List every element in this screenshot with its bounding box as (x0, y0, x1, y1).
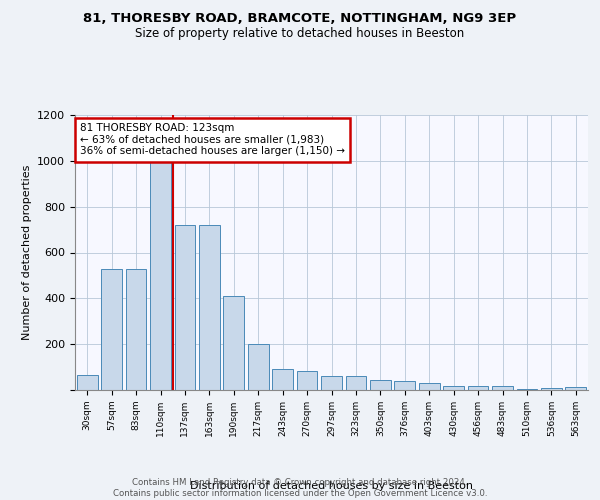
Bar (101, 268, 122, 390)
Bar (517, 389, 538, 390)
Bar (541, 388, 562, 390)
Bar (77, 375, 98, 390)
Y-axis label: Number of detached properties: Number of detached properties (22, 165, 32, 340)
Bar (346, 376, 367, 390)
Bar (443, 386, 464, 390)
Bar (419, 383, 440, 390)
Text: Contains HM Land Registry data © Crown copyright and database right 2024.
Contai: Contains HM Land Registry data © Crown c… (113, 478, 487, 498)
X-axis label: Distribution of detached houses by size in Beeston: Distribution of detached houses by size … (190, 480, 473, 490)
Text: Size of property relative to detached houses in Beeston: Size of property relative to detached ho… (136, 28, 464, 40)
Bar (248, 344, 269, 390)
Text: 81, THORESBY ROAD, BRAMCOTE, NOTTINGHAM, NG9 3EP: 81, THORESBY ROAD, BRAMCOTE, NOTTINGHAM,… (83, 12, 517, 26)
Bar (175, 225, 196, 390)
Bar (296, 370, 317, 390)
Bar (467, 386, 488, 390)
Bar (394, 381, 415, 390)
Bar (370, 380, 391, 390)
Bar (223, 296, 244, 390)
Text: 81 THORESBY ROAD: 123sqm
← 63% of detached houses are smaller (1,983)
36% of sem: 81 THORESBY ROAD: 123sqm ← 63% of detach… (80, 123, 345, 156)
Bar (492, 386, 513, 390)
Bar (125, 268, 146, 390)
Bar (321, 376, 342, 390)
Bar (565, 386, 586, 390)
Bar (150, 161, 171, 390)
Bar (272, 370, 293, 390)
Bar (199, 225, 220, 390)
